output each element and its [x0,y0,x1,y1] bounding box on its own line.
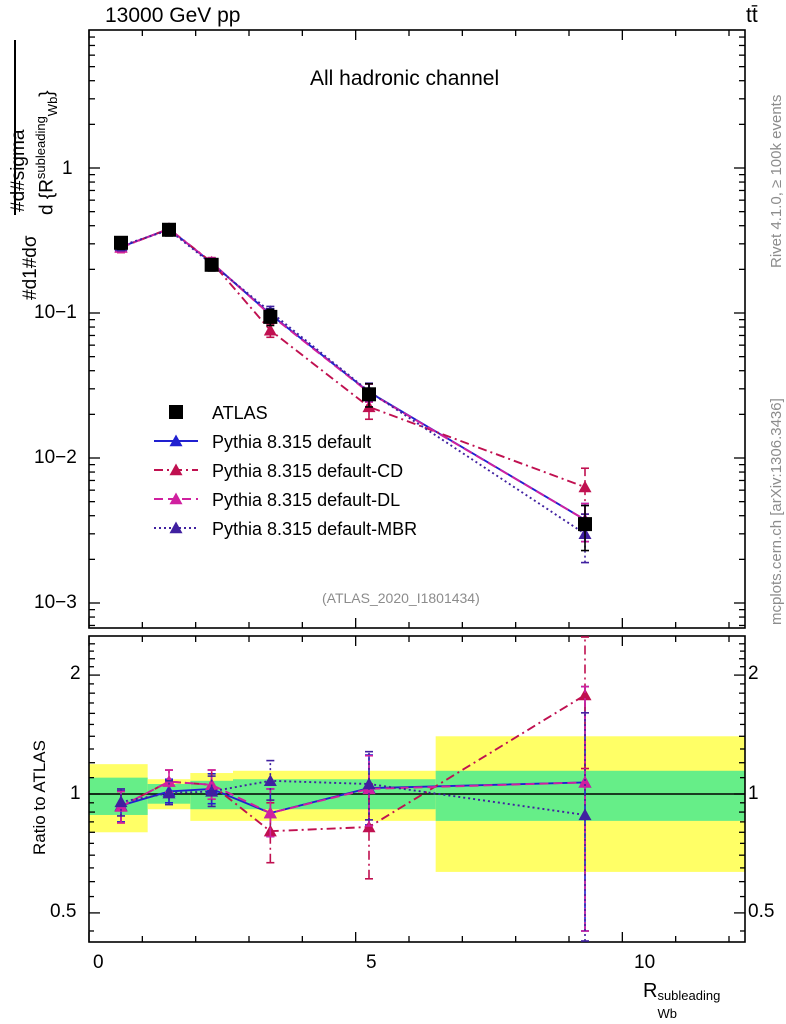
series-pythia-8-315-default [114,222,592,543]
series-pythia-8-315-default-dl [114,222,592,543]
ratio-ytick-2: 0.5 [50,901,77,922]
ratio-line [120,779,586,816]
x-tick-2: 10 [634,952,656,973]
marker-square [162,222,176,237]
legend-entry-1[interactable] [154,434,198,447]
ratio-panel-frame [88,635,746,943]
ratio-series-pythia-8-315-default-dl [114,685,592,932]
legend-marker-triangle [169,492,183,505]
ratio-ytick-1: 1 [70,783,81,804]
marker-triangle [263,806,277,819]
marker-triangle [578,808,592,821]
legend-marker-triangle [169,463,183,476]
legend-entry-4[interactable] [154,521,198,534]
ylabel-fraction-bar [14,40,16,215]
legend-marker-triangle [169,434,183,447]
ratio-ytick-right-0: 2 [748,663,759,684]
main-ytick-3: 10−3 [34,592,77,613]
legend-label-2: Pythia 8.315 default-CD [212,461,404,481]
series-line [120,227,586,521]
marker-square [362,387,376,402]
series-line [120,229,586,535]
marker-triangle [578,480,592,493]
x-tick-1: 5 [366,952,377,973]
series-pythia-8-315-default-cd [114,222,592,515]
legend-entry-0[interactable] [169,405,183,419]
main-ytick-2: 10−2 [34,447,77,468]
legend-marker-triangle [169,521,183,534]
band-green [435,770,745,821]
series-line [120,227,586,521]
ratio-ytick-0: 2 [70,663,81,684]
x-tick-0: 0 [93,952,104,973]
x-label-base: R [643,980,658,1002]
process-label: tt̄ [746,4,758,27]
legend: ATLAS Pythia 8.315 default Pythia 8.315 … [152,403,452,558]
legend-entry-3[interactable] [154,492,198,505]
axis-ticks [88,30,745,942]
ratio-uncertainty-bands [89,736,745,872]
main-panel-frame [88,29,746,629]
ratio-line [120,780,586,815]
legend-label-4: Pythia 8.315 default-MBR [212,519,418,539]
marker-triangle [578,775,592,788]
marker-triangle [162,786,176,799]
marker-square [263,309,278,324]
ratio-series-pythia-8-315-default-mbr [114,712,592,942]
marker-triangle [362,777,376,790]
main-ytick-1: 10−1 [34,302,77,323]
dataset-watermark: (ATLAS_2020_I1801434) [322,590,480,606]
series-atlas [114,222,592,552]
legend-marker-square [169,405,183,419]
marker-triangle [263,323,277,336]
main-panel-title: All hadronic channel [310,67,500,90]
legend-entry-2[interactable] [154,463,198,476]
ratio-series-group [114,636,592,942]
legend-label-3: Pythia 8.315 default-DL [212,490,401,510]
legend-label-0: ATLAS [212,403,268,423]
marker-square [114,235,128,250]
marker-triangle [114,795,128,808]
marker-triangle [578,688,592,701]
marker-triangle [205,778,219,791]
main-ytick-0: 1 [62,158,73,179]
marker-triangle [205,784,219,797]
series-pythia-8-315-default-mbr [114,223,592,564]
x-label-sup: subleading [657,988,721,1003]
x-label-sub: Wb [657,1006,677,1021]
series-line [120,227,586,488]
marker-square [578,517,592,532]
ratio-ytick-right-2: 0.5 [748,901,775,922]
beam-energy-label: 13000 GeV pp [105,4,241,27]
main-series-group [114,222,592,564]
marker-triangle [263,774,277,786]
ratio-ytick-right-1: 1 [748,783,759,804]
marker-square [204,257,219,272]
legend-label-1: Pythia 8.315 default [212,432,372,452]
